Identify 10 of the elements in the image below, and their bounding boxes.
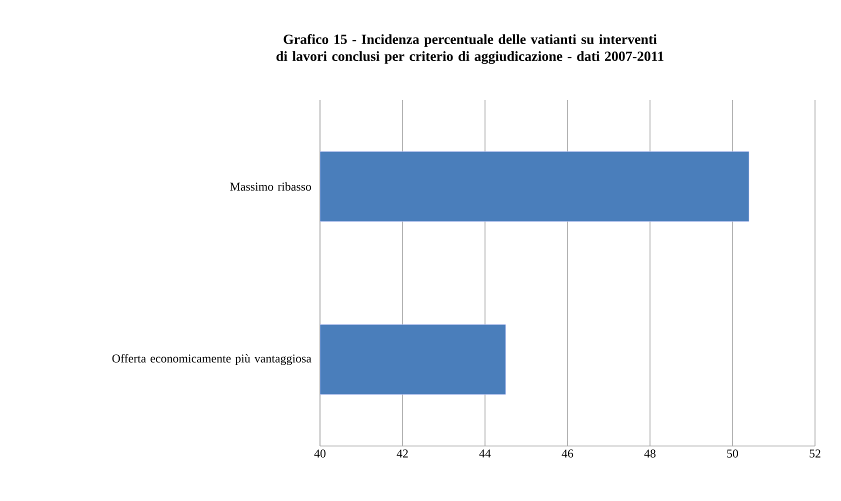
x-tick-label: 50 [727,450,738,458]
x-tick-label: 52 [810,450,820,458]
x-tick-label: 46 [562,450,574,458]
y-tick-label: Massimo ribasso [230,182,312,191]
x-tick-label: 44 [479,450,491,458]
x-tick-label: 42 [396,450,408,458]
x-tick-label: 40 [314,450,326,458]
chart-title: Grafico 15 - Incidenza percentuale delle vatianti su interventi di lavori conclusi per criterio di aggiudicazione - dati 2007-2011 [276,34,664,64]
x-tick-label: 48 [644,450,656,458]
y-tick-label: Offerta economicamente più vantaggiosa [112,354,312,365]
